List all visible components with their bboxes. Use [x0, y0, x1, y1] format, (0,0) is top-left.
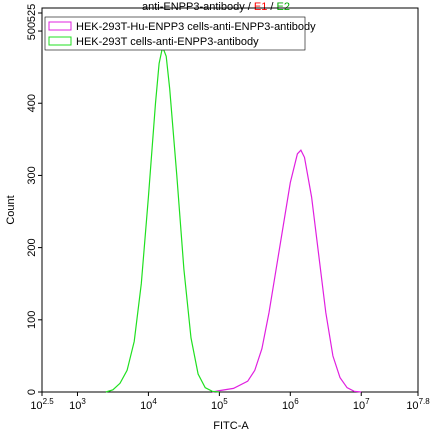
x-axis-label: FITC-A: [213, 420, 249, 432]
x-tick-exponent: 3: [81, 397, 86, 406]
y-tick-label: 500: [26, 22, 38, 40]
x-tick-base: 10: [140, 400, 152, 412]
title-part: E2: [276, 1, 291, 13]
x-tick-exponent: 5: [223, 397, 228, 406]
x-tick-base: 10: [69, 400, 81, 412]
x-tick-label: 102.5: [30, 397, 54, 412]
legend-label: HEK-293T cells-anti-ENPP3-antibody: [76, 36, 259, 48]
x-tick-base: 10: [30, 400, 42, 412]
y-tick-label: 200: [26, 238, 38, 256]
x-tick-exponent: 2.5: [43, 397, 55, 406]
title-part: /: [270, 1, 274, 13]
x-tick-exponent: 7.8: [419, 397, 431, 406]
histogram-line: [212, 149, 362, 393]
x-tick-exponent: 4: [152, 397, 157, 406]
x-tick-base: 10: [211, 400, 223, 412]
title-part: E1: [253, 1, 268, 13]
x-tick-label: 107.8: [406, 397, 430, 412]
y-tick-label: 525: [26, 4, 38, 22]
x-tick-label: 107: [353, 397, 370, 412]
x-tick-label: 103: [69, 397, 86, 412]
x-tick-label: 104: [140, 397, 157, 412]
histogram-line: [105, 44, 220, 393]
x-tick-label: 105: [211, 397, 228, 412]
chart-title: anti-ENPP3-antibody / E1 / E2: [0, 0, 432, 14]
x-tick-exponent: 6: [294, 397, 299, 406]
x-tick-exponent: 7: [365, 397, 370, 406]
y-tick-label: 100: [26, 311, 38, 329]
plot-frame: [41, 7, 419, 393]
y-tick-label: 400: [26, 94, 38, 112]
x-tick-base: 10: [353, 400, 365, 412]
y-axis-label: Count: [5, 195, 17, 224]
x-tick-base: 10: [406, 400, 418, 412]
title-part: anti-ENPP3-antibody: [141, 1, 245, 13]
legend-box: [44, 16, 306, 51]
x-tick-label: 106: [282, 397, 299, 412]
legend-swatch: [48, 36, 72, 46]
legend-label: HEK-293T-Hu-ENPP3 cells-anti-ENPP3-antib…: [76, 21, 316, 33]
legend-swatch: [48, 21, 72, 31]
y-tick-label: 300: [26, 166, 38, 184]
x-tick-base: 10: [282, 400, 294, 412]
y-tick-label: 0: [26, 389, 38, 395]
title-part: /: [247, 1, 251, 13]
